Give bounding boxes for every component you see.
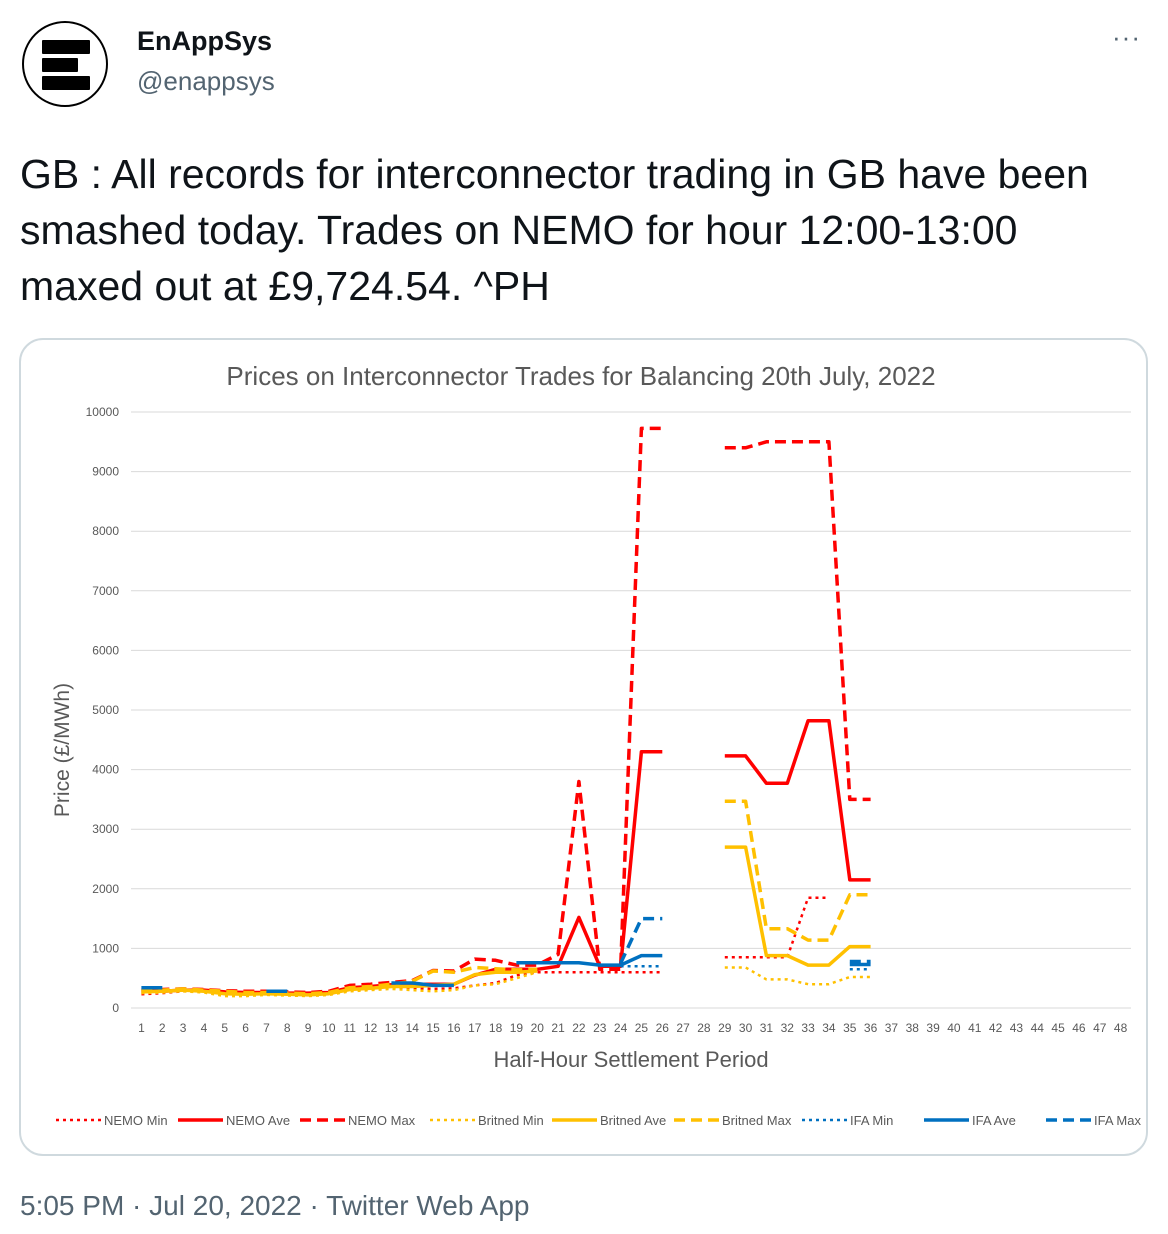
legend-label-ifa-max: IFA Max	[1094, 1113, 1141, 1128]
x-tick-label: 4	[201, 1021, 208, 1035]
y-tick-label: 4000	[92, 763, 119, 777]
tweet-time[interactable]: 5:05 PM	[20, 1190, 125, 1221]
x-tick-label: 14	[406, 1021, 420, 1035]
tweet-date[interactable]: Jul 20, 2022	[149, 1190, 302, 1221]
chart-image-card[interactable]: Prices on Interconnector Trades for Bala…	[19, 338, 1148, 1156]
x-tick-label: 30	[739, 1021, 753, 1035]
x-tick-label: 41	[968, 1021, 982, 1035]
tweet-source[interactable]: Twitter Web App	[326, 1190, 530, 1221]
y-tick-label: 2000	[92, 882, 119, 896]
tweet-text: GB : All records for interconnector trad…	[20, 151, 1089, 309]
x-tick-label: 34	[822, 1021, 836, 1035]
chart: Prices on Interconnector Trades for Bala…	[51, 361, 1141, 1128]
x-tick-label: 17	[468, 1021, 482, 1035]
user-handle[interactable]: @enappsys	[137, 66, 275, 96]
y-tick-label: 5000	[92, 703, 119, 717]
footer-separator: ·	[301, 1190, 327, 1221]
more-options-icon[interactable]: ···	[1112, 22, 1141, 52]
x-tick-label: 3	[180, 1021, 187, 1035]
x-tick-label: 40	[947, 1021, 961, 1035]
display-name[interactable]: EnAppSys	[137, 26, 273, 56]
y-tick-label: 3000	[92, 822, 119, 836]
legend-label-nemo-min: NEMO Min	[104, 1113, 168, 1128]
legend-label-britned-ave: Britned Ave	[600, 1113, 666, 1128]
x-axis-label: Half-Hour Settlement Period	[493, 1047, 768, 1072]
x-tick-label: 47	[1093, 1021, 1107, 1035]
y-tick-label: 8000	[92, 524, 119, 538]
x-tick-label: 45	[1051, 1021, 1065, 1035]
x-tick-label: 22	[572, 1021, 586, 1035]
series-line-nemo-min	[141, 896, 829, 997]
series-line-ifa-ave	[141, 953, 871, 994]
logo-bar-middle	[42, 58, 78, 72]
x-tick-label: 9	[305, 1021, 312, 1035]
y-tick-label: 7000	[92, 584, 119, 598]
x-tick-label: 29	[718, 1021, 732, 1035]
logo-bar-top	[42, 40, 90, 54]
x-tick-label: 25	[635, 1021, 649, 1035]
series-line-britned-max	[141, 799, 871, 996]
x-tick-label: 2	[159, 1021, 166, 1035]
x-tick-label: 39	[926, 1021, 940, 1035]
legend-label-nemo-ave: NEMO Ave	[226, 1113, 290, 1128]
x-tick-label: 32	[781, 1021, 795, 1035]
x-tick-label: 12	[364, 1021, 378, 1035]
legend-label-britned-min: Britned Min	[478, 1113, 544, 1128]
y-tick-label: 1000	[92, 941, 119, 955]
chart-title: Prices on Interconnector Trades for Bala…	[226, 361, 935, 391]
series-line-nemo-ave	[141, 718, 871, 995]
x-tick-label: 6	[242, 1021, 249, 1035]
x-tick-label: 19	[510, 1021, 524, 1035]
legend-label-nemo-max: NEMO Max	[348, 1113, 416, 1128]
footer-separator: ·	[124, 1190, 150, 1221]
y-axis-label: Price (£/MWh)	[51, 683, 74, 817]
y-tick-label: 9000	[92, 465, 119, 479]
x-tick-label: 31	[760, 1021, 774, 1035]
x-tick-label: 43	[1010, 1021, 1024, 1035]
avatar[interactable]	[22, 21, 108, 107]
x-tick-label: 5	[221, 1021, 228, 1035]
x-tick-label: 16	[447, 1021, 461, 1035]
x-tick-label: 24	[614, 1021, 628, 1035]
legend-label-britned-max: Britned Max	[722, 1113, 792, 1128]
y-tick-label: 0	[112, 1001, 119, 1015]
x-tick-label: 28	[697, 1021, 711, 1035]
x-tick-label: 18	[489, 1021, 503, 1035]
x-tick-label: 35	[843, 1021, 857, 1035]
series-line-britned-ave	[141, 845, 871, 997]
legend-label-ifa-min: IFA Min	[850, 1113, 893, 1128]
logo-bar-bottom	[42, 76, 90, 90]
x-tick-label: 38	[906, 1021, 920, 1035]
x-tick-label: 10	[322, 1021, 336, 1035]
series-line-ifa-max	[619, 916, 871, 965]
x-tick-label: 13	[385, 1021, 399, 1035]
y-tick-label: 6000	[92, 643, 119, 657]
x-tick-label: 27	[676, 1021, 690, 1035]
x-tick-label: 11	[344, 1021, 357, 1035]
tweet-footer: 5:05 PM · Jul 20, 2022 · Twitter Web App	[20, 1190, 530, 1222]
x-tick-label: 46	[1072, 1021, 1086, 1035]
x-tick-label: 21	[551, 1021, 565, 1035]
x-tick-label: 33	[801, 1021, 815, 1035]
x-tick-label: 42	[989, 1021, 1003, 1035]
x-tick-label: 48	[1114, 1021, 1128, 1035]
y-tick-label: 10000	[86, 405, 120, 419]
x-tick-label: 7	[263, 1021, 270, 1035]
x-tick-label: 15	[426, 1021, 440, 1035]
x-tick-label: 23	[593, 1021, 607, 1035]
x-tick-label: 44	[1031, 1021, 1045, 1035]
x-tick-label: 37	[885, 1021, 899, 1035]
x-tick-label: 36	[864, 1021, 878, 1035]
x-tick-label: 20	[531, 1021, 545, 1035]
legend-label-ifa-ave: IFA Ave	[972, 1113, 1016, 1128]
x-tick-label: 26	[656, 1021, 670, 1035]
x-tick-label: 8	[284, 1021, 291, 1035]
x-tick-label: 1	[138, 1021, 145, 1035]
